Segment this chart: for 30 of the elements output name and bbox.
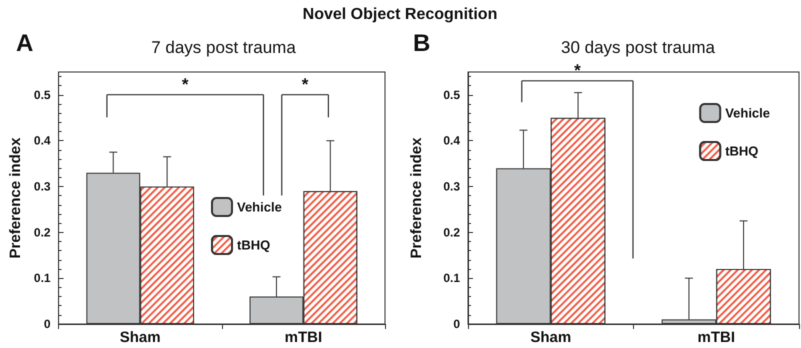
legend-label: tBHQ — [237, 238, 270, 252]
chart-title: 30 days post trauma — [560, 38, 716, 57]
y-axis-title: Preference index — [408, 136, 425, 258]
y-tick-label: 0 — [44, 317, 51, 331]
y-axis-title: Preference index — [7, 136, 24, 258]
x-tick-label: mTBI — [698, 329, 735, 346]
y-tick-label: 0.4 — [443, 134, 460, 148]
y-tick-label: 0.3 — [34, 180, 51, 194]
text: A — [16, 30, 34, 58]
y-tick-label: 0.1 — [34, 271, 51, 286]
y-tick-label: 0.5 — [443, 88, 460, 102]
legend-label: Vehicle — [237, 200, 282, 214]
x-tick-label: Sham — [530, 329, 572, 346]
y-tick-label: 0.5 — [34, 88, 51, 102]
y-tick-label: 0.2 — [34, 225, 51, 240]
y-tick-label: 0.2 — [443, 225, 460, 240]
x-tick-label: mTBI — [284, 329, 322, 346]
y-tick-label: 0.1 — [443, 271, 460, 286]
legend-label: Vehicle — [725, 106, 770, 120]
y-tick-label: 0.4 — [34, 134, 51, 148]
annotation: * — [574, 60, 581, 81]
y-tick-label: 0.3 — [443, 180, 460, 194]
x-tick-label: Sham — [120, 329, 161, 346]
annotation: * — [182, 74, 188, 95]
y-tick-label: 0 — [453, 317, 460, 331]
legend-label: tBHQ — [725, 144, 758, 158]
text: Novel Object Recognition — [302, 6, 498, 24]
chart-title: 7 days post trauma — [151, 38, 296, 57]
annotation: * — [302, 74, 308, 95]
text: B — [413, 30, 430, 58]
